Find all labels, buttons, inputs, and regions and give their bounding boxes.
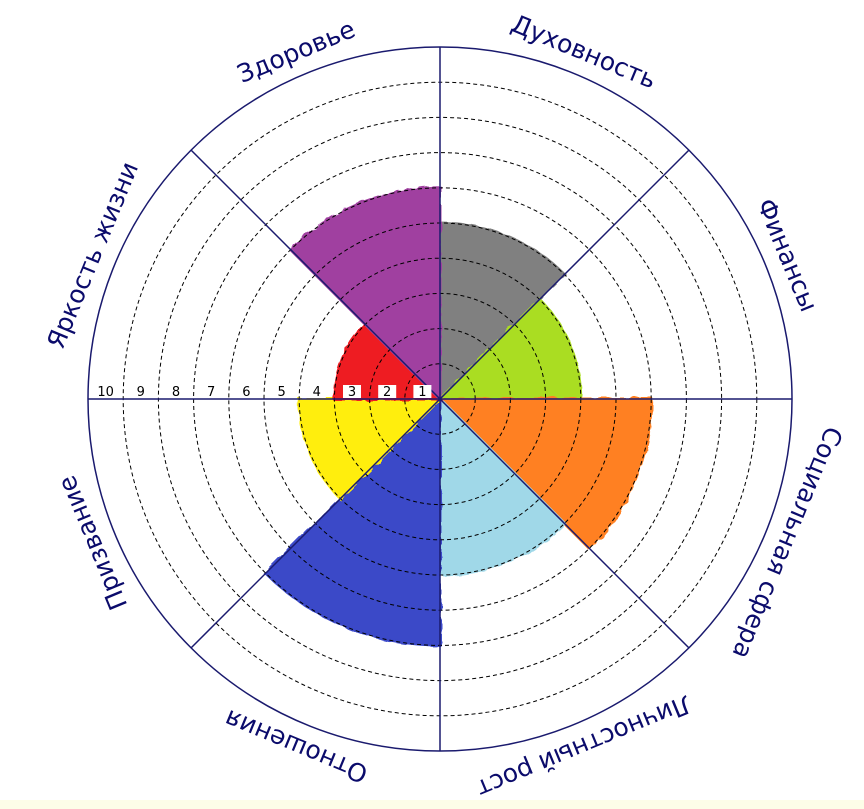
tick-bg-1: [413, 385, 432, 398]
tick-bg-4: [307, 385, 326, 398]
tick-label-5: 5: [277, 385, 285, 400]
category-label-1: Духовность: [507, 9, 660, 95]
spoke-4: [439, 398, 690, 649]
tick-labels-group: 1 2 3 4 5 6 7 8 9 10: [96, 385, 432, 400]
tick-label-1: 1: [418, 385, 426, 400]
tick-label-8: 8: [172, 385, 180, 400]
spoke-6: [190, 398, 441, 649]
tick-bg-3: [343, 385, 361, 398]
spoke-2: [439, 149, 690, 400]
tick-bg-8: [167, 385, 185, 398]
tick-bg-9: [131, 385, 150, 398]
category-label-7: Яркость жизни: [41, 158, 144, 353]
tick-bg-2: [378, 385, 397, 398]
tick-bg-10: [96, 385, 115, 398]
tick-label-2: 2: [383, 385, 391, 400]
tick-label-3: 3: [348, 385, 356, 400]
tick-label-9: 9: [137, 385, 145, 400]
tick-bg-7: [202, 385, 221, 398]
category-label-6: Призвание: [52, 472, 133, 615]
spoke-8: [190, 149, 441, 400]
tick-label-6: 6: [242, 385, 250, 400]
spokes-group: [88, 47, 792, 751]
category-label-5: Отношения: [220, 704, 371, 789]
tick-bg-6: [237, 385, 256, 398]
sector-3: [436, 397, 653, 551]
tick-label-10: 10: [97, 385, 114, 400]
tick-label-4: 4: [313, 385, 321, 400]
tick-bg-5: [272, 385, 291, 398]
tick-label-7: 7: [207, 385, 215, 400]
